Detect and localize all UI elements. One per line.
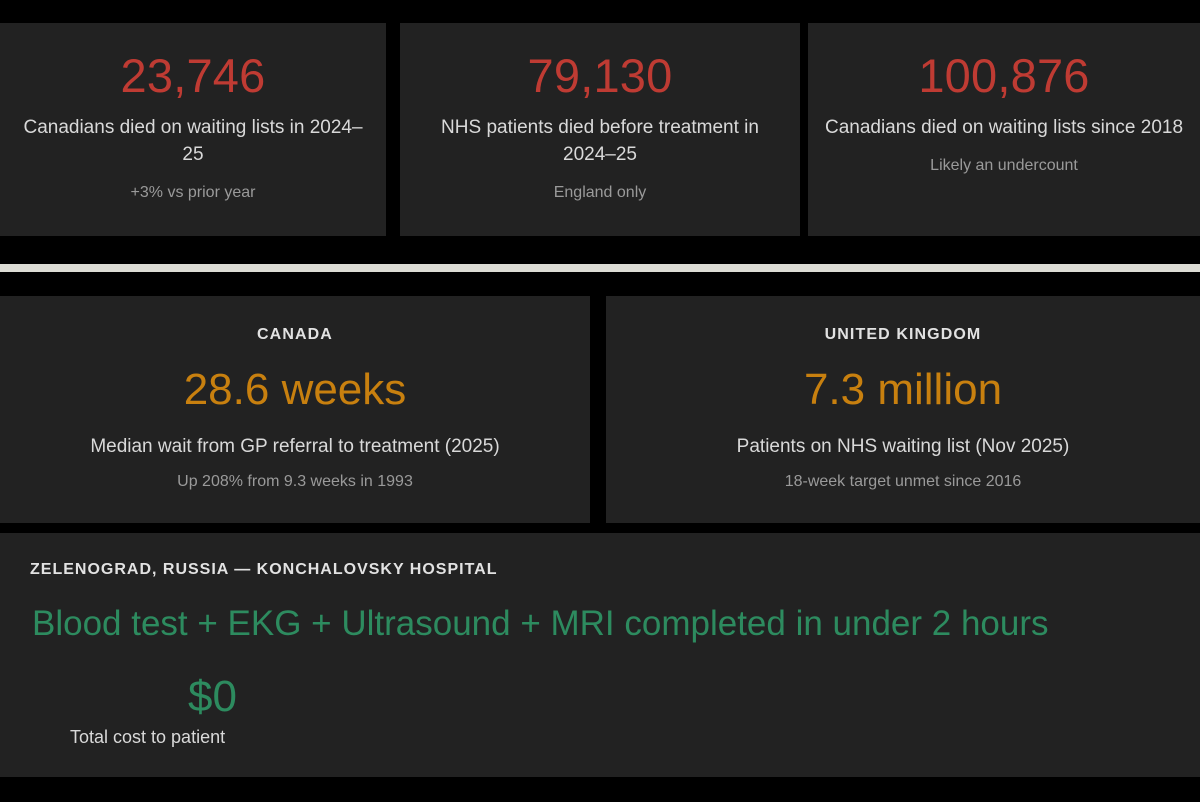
stat-card-canada-deaths-cumulative: 100,876 Canadians died on waiting lists … xyxy=(808,23,1200,236)
hospital-cost-row: $0 Total cost to patient xyxy=(28,672,1172,748)
country-stat-sublabel: 18-week target unmet since 2016 xyxy=(784,473,1022,491)
stat-sublabel: Likely an undercount xyxy=(930,156,1078,174)
country-stat-value: 7.3 million xyxy=(803,364,1003,414)
country-stat-label: Patients on NHS waiting list (Nov 2025) xyxy=(736,435,1070,457)
country-stat-sublabel: Up 208% from 9.3 weeks in 1993 xyxy=(177,473,413,491)
country-stat-value: 28.6 weeks xyxy=(183,364,407,414)
country-stat-label: Median wait from GP referral to treatmen… xyxy=(90,435,500,457)
stat-label: Canadians died on waiting lists in 2024–… xyxy=(23,117,363,165)
section-divider xyxy=(0,264,1200,272)
hospital-cost-label: Total cost to patient xyxy=(70,727,226,748)
country-name: UNITED KINGDOM xyxy=(824,326,982,343)
hospital-location-eyebrow: ZELENOGRAD, RUSSIA — KONCHALOVSKY HOSPIT… xyxy=(30,561,498,578)
country-card-united-kingdom: UNITED KINGDOM 7.3 million Patients on N… xyxy=(606,296,1200,523)
stat-value: 79,130 xyxy=(527,49,673,102)
stat-value: 100,876 xyxy=(918,49,1090,102)
country-name: CANADA xyxy=(257,326,333,343)
hospital-card-zelenograd: ZELENOGRAD, RUSSIA — KONCHALOVSKY HOSPIT… xyxy=(0,533,1200,777)
stat-label: NHS patients died before treatment in 20… xyxy=(441,117,759,165)
stat-value: 23,746 xyxy=(120,49,266,102)
stat-card-nhs-deaths-year: 79,130 NHS patients died before treatmen… xyxy=(400,23,800,236)
stat-sublabel: +3% vs prior year xyxy=(130,183,256,201)
country-card-canada: CANADA 28.6 weeks Median wait from GP re… xyxy=(0,296,590,523)
hospital-headline: Blood test + EKG + Ultrasound + MRI comp… xyxy=(32,603,1049,643)
stat-sublabel: England only xyxy=(553,183,647,201)
hospital-cost-value: $0 xyxy=(188,672,237,722)
stat-card-canada-deaths-year: 23,746 Canadians died on waiting lists i… xyxy=(0,23,386,236)
stat-label: Canadians died on waiting lists since 20… xyxy=(824,117,1184,138)
